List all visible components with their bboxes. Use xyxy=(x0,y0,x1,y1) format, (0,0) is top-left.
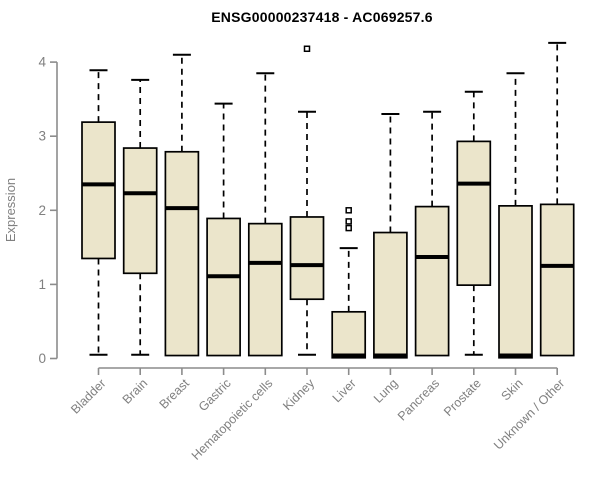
x-tick-label: Lung xyxy=(371,376,401,406)
x-tick-label: Brain xyxy=(120,376,151,407)
iqr-box xyxy=(81,121,116,260)
box-unknown-other xyxy=(539,41,575,357)
y-axis xyxy=(50,61,58,360)
outlier-point xyxy=(345,224,352,232)
box-brain xyxy=(122,78,158,356)
x-tick-label: Hematopoietic cells xyxy=(189,376,276,463)
x-tick-label: Liver xyxy=(330,376,359,405)
y-axis-title: Expression xyxy=(3,178,18,242)
outlier-point xyxy=(303,45,311,53)
box-skin xyxy=(498,72,533,359)
y-tick-label: 1 xyxy=(38,277,46,292)
y-tick-label: 2 xyxy=(38,203,46,218)
iqr-box xyxy=(373,231,408,359)
box-hematopoietic-cells xyxy=(247,72,283,357)
x-axis xyxy=(97,367,559,375)
iqr-box xyxy=(456,140,492,286)
x-tick-label: Unknown / Other xyxy=(491,376,567,452)
x-tick-label: Kidney xyxy=(280,376,317,413)
iqr-box xyxy=(498,205,533,359)
y-tick-label: 0 xyxy=(38,351,46,366)
box-breast xyxy=(164,53,200,357)
outlier-point xyxy=(345,218,352,225)
x-tick-label: Bladder xyxy=(68,376,108,416)
x-tick-label: Breast xyxy=(157,376,193,412)
box-bladder xyxy=(81,69,116,356)
chart-title: ENSG00000237418 - AC069257.6 xyxy=(211,9,433,25)
box-kidney xyxy=(289,45,325,356)
y-tick-label: 3 xyxy=(38,129,46,144)
iqr-box xyxy=(164,150,200,357)
x-tick-label: Skin xyxy=(499,376,526,403)
box-liver xyxy=(331,207,367,359)
box-gastric xyxy=(206,102,241,357)
iqr-box xyxy=(539,203,575,357)
iqr-box xyxy=(122,147,158,275)
box-lung xyxy=(373,112,408,359)
x-tick-label: Pancreas xyxy=(395,376,442,423)
y-tick-label: 4 xyxy=(38,55,46,70)
x-tick-label: Gastric xyxy=(196,376,234,414)
iqr-box xyxy=(247,222,283,357)
iqr-box xyxy=(206,217,241,357)
iqr-box xyxy=(289,216,325,301)
x-tick-label: Prostate xyxy=(441,376,484,419)
box-prostate xyxy=(456,90,492,356)
outlier-point xyxy=(345,207,352,214)
iqr-box xyxy=(331,310,367,359)
iqr-box xyxy=(414,205,450,357)
box-pancreas xyxy=(414,110,450,357)
